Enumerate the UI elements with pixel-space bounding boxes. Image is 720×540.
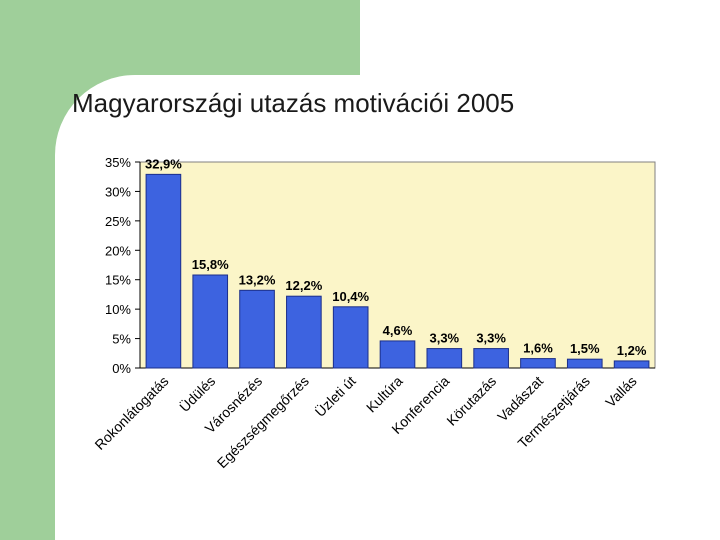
bar [613, 360, 650, 369]
data-label: 1,2% [617, 343, 647, 358]
data-label: 13,2% [239, 272, 276, 287]
data-label: 32,9% [145, 156, 182, 171]
bar [379, 340, 416, 369]
data-label: 1,6% [523, 341, 553, 356]
y-tick-label: 10% [105, 302, 131, 317]
bar [145, 173, 182, 369]
data-label: 3,3% [429, 331, 459, 346]
bar [192, 274, 229, 369]
y-tick-label: 15% [105, 273, 131, 288]
y-tick-label: 0% [112, 361, 131, 376]
category-label: Vallás [602, 373, 640, 411]
bar [239, 289, 275, 369]
bar [473, 348, 509, 369]
y-tick-label: 30% [105, 184, 131, 199]
category-label: Körutazás [443, 373, 499, 429]
y-tick-label: 20% [105, 243, 131, 258]
y-tick-label: 35% [105, 155, 131, 170]
category-label: Üdülés [176, 372, 219, 415]
slide-title: Magyarországi utazás motivációi 2005 [72, 88, 515, 118]
category-label: Kultúra [363, 373, 406, 416]
bar [520, 358, 556, 369]
data-label: 3,3% [476, 331, 506, 346]
bar [426, 348, 463, 369]
category-label: Üzleti út [311, 372, 359, 420]
category-label: Rokonlátogatás [91, 373, 171, 453]
data-label: 1,5% [570, 341, 600, 356]
category-label: Egészségmegőrzés [214, 373, 312, 471]
y-tick-label: 25% [105, 214, 131, 229]
content-panel-bottom [65, 430, 360, 510]
data-label: 15,8% [192, 257, 229, 272]
data-label: 10,4% [332, 289, 369, 304]
bar [332, 306, 369, 369]
data-label: 4,6% [383, 323, 413, 338]
bar [286, 295, 322, 369]
data-label: 12,2% [285, 278, 322, 293]
y-tick-label: 5% [112, 332, 131, 347]
bar [566, 358, 603, 369]
